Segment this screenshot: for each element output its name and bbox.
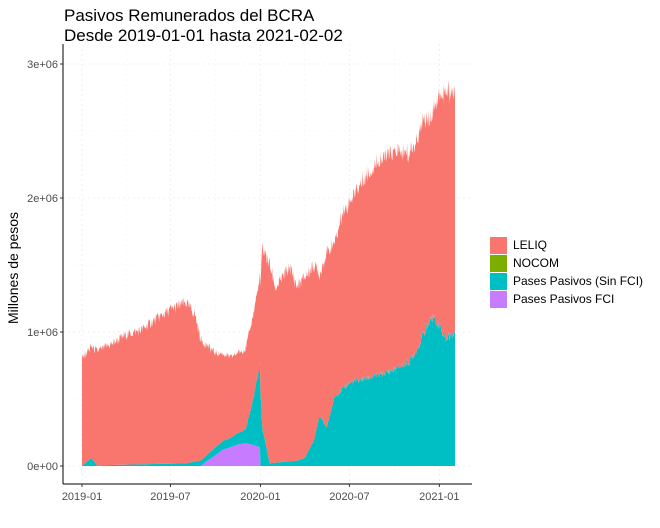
legend-label: NOCOM [513, 256, 559, 270]
legend-swatch [490, 290, 507, 308]
legend-label: Pases Pasivos (Sin FCI) [513, 274, 644, 288]
x-tick-label: 2021-01 [419, 491, 459, 503]
y-tick-label: 2e+06 [27, 193, 58, 205]
legend-item: LELIQ [490, 236, 643, 254]
y-axis-label: Millones de pesos [5, 212, 21, 324]
legend: LELIQ NOCOM Pases Pasivos (Sin FCI) Pases P… [490, 236, 643, 308]
legend-item: Pases Pasivos FCI [490, 290, 643, 308]
legend-item: Pases Pasivos (Sin FCI) [490, 272, 643, 290]
legend-swatch [490, 254, 507, 272]
y-tick-label: 3e+06 [27, 59, 58, 71]
legend-swatch [490, 272, 507, 290]
x-tick-label: 2019-07 [150, 491, 190, 503]
y-tick-label: 0e+00 [27, 461, 58, 473]
y-tick-label: 1e+06 [27, 327, 58, 339]
legend-label: LELIQ [513, 238, 548, 252]
x-tick-label: 2019-01 [62, 491, 102, 503]
area-leliq [82, 80, 455, 466]
x-tick-label: 2020-01 [240, 491, 280, 503]
chart-subtitle: Desde 2019-01-01 hasta 2021-02-02 [64, 26, 343, 45]
area-pases-pasivos-sin-fci [82, 313, 455, 466]
x-tick-label: 2020-07 [329, 491, 369, 503]
legend-item: NOCOM [490, 254, 643, 272]
legend-swatch [490, 236, 507, 254]
axes: 0e+00 1e+06 2e+06 3e+06 2019-01 2019-07 2020-0… [27, 44, 472, 503]
chart-title: Pasivos Remunerados del BCRA Desde 2019-… [64, 6, 343, 46]
legend-label: Pases Pasivos FCI [513, 292, 615, 306]
area-series [82, 80, 455, 466]
chart-title-line1: Pasivos Remunerados del BCRA [64, 6, 315, 25]
